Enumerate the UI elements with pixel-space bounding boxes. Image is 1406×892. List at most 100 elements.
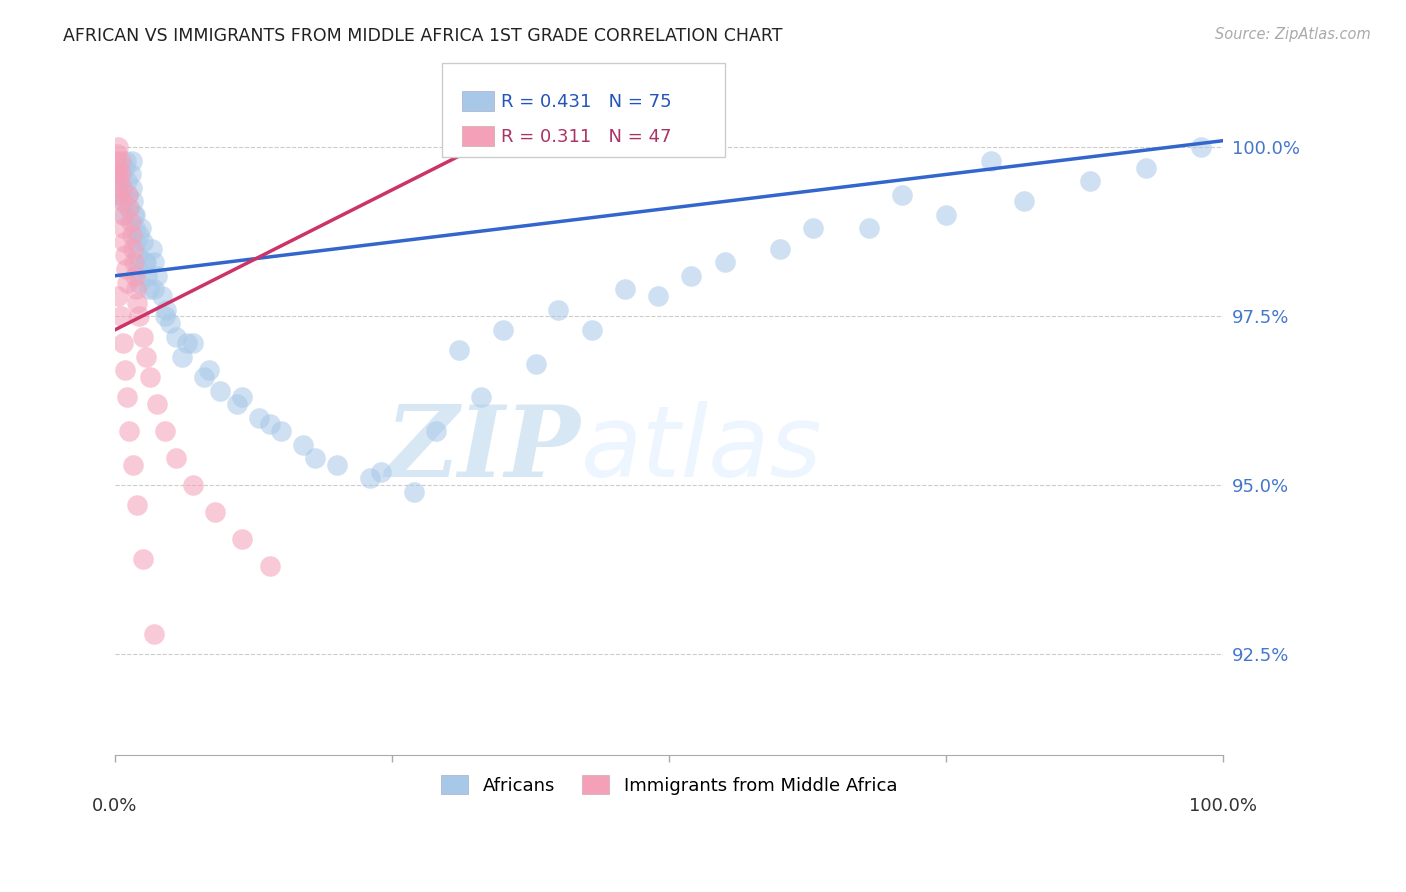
Point [122, 208, 145, 222]
Point [259, 559, 281, 574]
Point [142, 626, 165, 640]
Point [127, 262, 149, 277]
Point [118, 424, 141, 438]
Point [108, 187, 131, 202]
Point [118, 201, 141, 215]
Point [107, 161, 129, 175]
Point [107, 140, 129, 154]
Point [111, 208, 134, 222]
Point [139, 370, 162, 384]
Point [120, 168, 142, 182]
Point [121, 458, 143, 472]
Point [198, 363, 221, 377]
Text: 0.0%: 0.0% [93, 797, 138, 815]
Point [359, 471, 381, 485]
Point [1012, 194, 1035, 209]
Point [980, 153, 1002, 168]
Point [404, 484, 426, 499]
Point [115, 390, 138, 404]
Point [108, 187, 131, 202]
Point [647, 289, 669, 303]
Point [138, 282, 160, 296]
Point [370, 465, 392, 479]
Point [181, 478, 204, 492]
Point [115, 276, 138, 290]
Point [135, 255, 157, 269]
Point [121, 242, 143, 256]
Point [142, 282, 165, 296]
Point [153, 310, 176, 324]
Point [858, 221, 880, 235]
Point [150, 289, 173, 303]
Point [111, 194, 134, 209]
Point [142, 255, 165, 269]
Point [110, 310, 132, 324]
Point [128, 276, 150, 290]
FancyBboxPatch shape [463, 91, 494, 112]
Text: R = 0.311   N = 47: R = 0.311 N = 47 [501, 128, 671, 145]
Point [247, 410, 270, 425]
Point [105, 147, 128, 161]
Point [524, 357, 547, 371]
Point [110, 153, 132, 168]
Point [115, 174, 138, 188]
Point [132, 329, 155, 343]
Point [127, 248, 149, 262]
Point [146, 397, 169, 411]
Point [118, 201, 141, 215]
Point [165, 451, 187, 466]
Point [1189, 140, 1212, 154]
Point [127, 499, 149, 513]
Point [447, 343, 470, 357]
Point [117, 187, 139, 202]
Point [105, 168, 128, 182]
Point [890, 187, 912, 202]
Text: ZIP: ZIP [385, 401, 581, 498]
Point [121, 153, 143, 168]
Point [111, 194, 134, 209]
Point [129, 221, 152, 235]
Point [108, 174, 131, 188]
Point [204, 505, 226, 519]
Point [165, 329, 187, 343]
Point [114, 248, 136, 262]
Point [470, 390, 492, 404]
Point [193, 370, 215, 384]
Point [135, 350, 157, 364]
Point [122, 255, 145, 269]
Point [121, 228, 143, 243]
Y-axis label: 1st Grade: 1st Grade [0, 367, 8, 449]
Point [127, 295, 149, 310]
Point [112, 208, 135, 222]
Point [681, 268, 703, 283]
Point [146, 268, 169, 283]
Text: Source: ZipAtlas.com: Source: ZipAtlas.com [1215, 27, 1371, 42]
Legend: Africans, Immigrants from Middle Africa: Africans, Immigrants from Middle Africa [434, 768, 904, 802]
Point [259, 417, 281, 432]
Point [134, 255, 156, 269]
Point [292, 437, 315, 451]
Point [124, 208, 146, 222]
Point [270, 424, 292, 438]
Point [132, 552, 155, 566]
Point [170, 350, 193, 364]
Point [581, 323, 603, 337]
Point [110, 168, 132, 182]
Point [124, 221, 146, 235]
Point [111, 181, 134, 195]
Text: AFRICAN VS IMMIGRANTS FROM MIDDLE AFRICA 1ST GRADE CORRELATION CHART: AFRICAN VS IMMIGRANTS FROM MIDDLE AFRICA… [63, 27, 783, 45]
Text: 100.0%: 100.0% [1189, 797, 1257, 815]
Point [304, 451, 326, 466]
Point [107, 174, 129, 188]
Point [325, 458, 347, 472]
Point [111, 336, 134, 351]
Point [181, 336, 204, 351]
Point [176, 336, 198, 351]
Point [713, 255, 735, 269]
Point [136, 268, 159, 283]
Point [111, 181, 134, 195]
Text: atlas: atlas [581, 401, 823, 498]
Point [112, 235, 135, 249]
Point [115, 262, 138, 277]
FancyBboxPatch shape [441, 63, 724, 157]
